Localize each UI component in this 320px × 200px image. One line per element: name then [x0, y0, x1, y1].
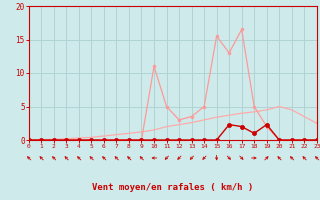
Text: Vent moyen/en rafales ( km/h ): Vent moyen/en rafales ( km/h ): [92, 183, 253, 192]
